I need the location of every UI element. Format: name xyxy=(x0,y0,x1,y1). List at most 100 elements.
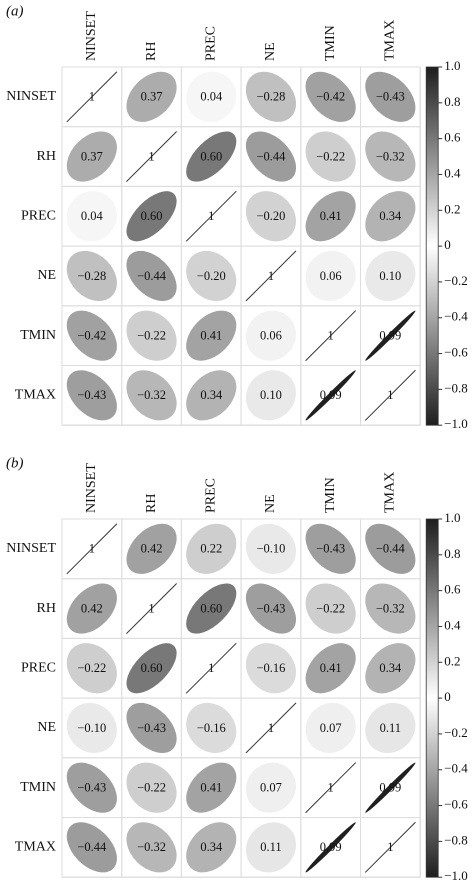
value-label: 0.11 xyxy=(260,840,281,854)
value-label: −0.43 xyxy=(137,721,166,735)
column-label: RH xyxy=(144,494,159,513)
row-label: NE xyxy=(37,720,56,735)
value-label: 0.42 xyxy=(141,542,163,556)
value-label: −0.32 xyxy=(376,601,405,615)
row-label: PREC xyxy=(21,660,56,675)
column-label: RH xyxy=(144,42,159,61)
row-label: NE xyxy=(37,268,56,283)
value-label: 0.60 xyxy=(200,149,222,163)
correlation-ellipse xyxy=(305,370,356,421)
row-label: TMIN xyxy=(20,780,56,795)
row-label: TMAX xyxy=(15,388,56,403)
correlation-line xyxy=(245,702,297,754)
correlation-ellipse xyxy=(66,822,117,873)
panel-label: (b) xyxy=(6,455,24,471)
colorbar-tick-label: −0.6 xyxy=(444,345,468,360)
correlation-ellipse xyxy=(66,643,117,694)
value-label: 1 xyxy=(387,840,393,854)
correlation-ellipse xyxy=(365,702,416,754)
correlation-line xyxy=(66,71,118,123)
column-label: PREC xyxy=(203,26,218,61)
value-label: −0.28 xyxy=(256,90,285,104)
value-label: 1 xyxy=(208,661,214,675)
correlation-ellipse xyxy=(245,643,297,694)
colorbar-tick-label: −0.4 xyxy=(444,761,468,776)
value-label: 1 xyxy=(387,388,393,402)
column-label: NINSET xyxy=(84,11,99,61)
correlation-ellipse xyxy=(245,71,297,122)
colorbar-tick-label: −0.8 xyxy=(444,380,468,395)
correlation-ellipse xyxy=(66,191,117,242)
correlation-ellipse xyxy=(365,191,416,242)
correlation-line xyxy=(126,131,177,182)
value-label: 0.41 xyxy=(200,781,222,795)
colorbar-tick-label: −0.2 xyxy=(444,273,468,288)
column-label: NINSET xyxy=(84,463,99,513)
value-label: 1 xyxy=(268,269,274,283)
value-label: −0.28 xyxy=(77,269,106,283)
value-label: −0.20 xyxy=(256,209,285,223)
value-label: 1 xyxy=(208,209,214,223)
value-label: 0.34 xyxy=(379,661,402,675)
colorbar-tick-label: 0.8 xyxy=(444,546,460,561)
correlation-ellipse xyxy=(66,310,117,361)
correlation-ellipse xyxy=(365,643,416,694)
value-label: −0.22 xyxy=(137,781,166,795)
correlation-ellipse xyxy=(365,250,416,302)
value-label: 1 xyxy=(328,329,334,343)
value-label: 0.34 xyxy=(379,209,402,223)
value-label: −0.44 xyxy=(77,840,107,854)
value-label: 0.10 xyxy=(379,269,401,283)
colorbar-tick-label: 0 xyxy=(444,237,451,252)
row-label: RH xyxy=(37,149,56,164)
value-label: 0.22 xyxy=(200,542,222,556)
correlation-ellipse xyxy=(245,131,297,182)
correlation-ellipse xyxy=(305,643,356,694)
colorbar-tick-label: −0.2 xyxy=(444,725,468,740)
correlation-line xyxy=(126,583,177,634)
correlation-ellipse xyxy=(126,702,177,754)
colorbar-tick-label: 0.2 xyxy=(444,653,460,668)
correlation-ellipse xyxy=(305,702,356,754)
correlation-ellipse xyxy=(365,762,416,813)
value-label: −0.22 xyxy=(316,149,345,163)
value-label: 0.99 xyxy=(320,840,342,854)
correlation-ellipse xyxy=(186,762,237,813)
correlation-ellipse xyxy=(126,310,177,361)
correlation-ellipse xyxy=(245,370,297,421)
correlation-ellipse xyxy=(126,762,177,813)
value-label: −0.44 xyxy=(376,542,406,556)
correlation-ellipse xyxy=(245,762,297,813)
colorbar-tick-label: 0.4 xyxy=(444,165,461,180)
value-label: −0.22 xyxy=(316,601,345,615)
colorbar-tick-label: 0.2 xyxy=(444,201,460,216)
correlation-ellipse xyxy=(186,250,237,302)
value-label: −0.44 xyxy=(137,269,167,283)
value-label: 0.07 xyxy=(260,781,282,795)
correlation-ellipse xyxy=(126,643,177,694)
value-label: 1 xyxy=(148,601,154,615)
correlation-line xyxy=(364,369,416,421)
cell xyxy=(360,365,421,426)
value-label: −0.43 xyxy=(77,781,106,795)
value-label: −0.32 xyxy=(137,388,166,402)
colorbar-tick-label: −1.0 xyxy=(444,416,468,431)
value-label: −0.44 xyxy=(256,149,286,163)
column-label: NE xyxy=(263,494,278,513)
colorbar-tick-label: −1.0 xyxy=(444,868,468,883)
value-label: −0.10 xyxy=(77,721,106,735)
correlation-ellipse xyxy=(186,71,237,122)
colorbar xyxy=(425,66,439,426)
value-label: 0.60 xyxy=(141,661,163,675)
correlation-ellipse xyxy=(126,71,177,122)
row-label: NINSET xyxy=(6,541,56,556)
correlation-ellipse xyxy=(305,71,356,122)
correlation-ellipse xyxy=(186,310,237,361)
value-label: −0.16 xyxy=(197,721,226,735)
value-label: 1 xyxy=(89,90,95,104)
correlation-line xyxy=(305,762,357,814)
value-label: −0.43 xyxy=(77,388,106,402)
value-label: −0.43 xyxy=(316,542,345,556)
value-label: 0.10 xyxy=(260,388,282,402)
correlation-ellipse xyxy=(365,523,416,574)
